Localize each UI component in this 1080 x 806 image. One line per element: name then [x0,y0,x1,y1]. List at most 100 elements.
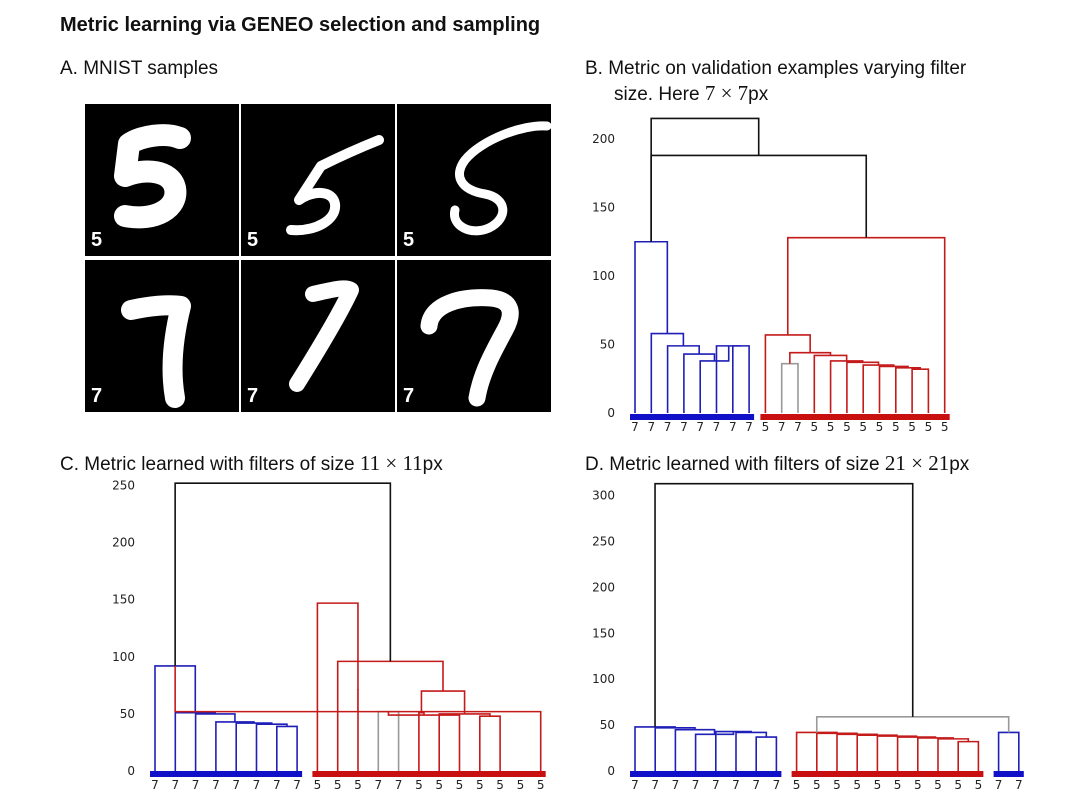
leaf-label: 7 [631,778,639,792]
dendrogram-link [174,482,392,666]
panel-c-title-math: 11 × 11 [359,451,423,475]
leaf-label: 7 [732,778,740,792]
mnist-sample-grid: 5 5 5 7 7 7 [85,104,551,412]
mnist-sample-5-bold: 5 [85,104,239,256]
leaf-label: 5 [810,420,818,434]
panel-d-title-suffix: px [949,454,970,475]
panel-d-title-prefix: D. Metric learned with filters of size [585,454,885,475]
dendrogram-link [650,117,760,242]
y-tick-label: 50 [600,718,615,732]
y-tick-label: 150 [112,593,135,607]
sample-label: 7 [91,385,103,407]
leaf-label: 7 [692,778,700,792]
leaf-label: 5 [853,778,861,792]
y-tick-label: 0 [127,764,135,778]
sample-label: 7 [403,385,415,407]
leaf-label: 7 [151,778,159,792]
leaf-label: 7 [778,420,786,434]
leaf-label: 7 [192,778,200,792]
leaf-label: 7 [253,778,261,792]
leaf-label: 7 [713,420,721,434]
dendrogram-link [654,482,914,727]
sample-label: 5 [247,229,259,251]
digit-seven-hook-glyph [420,289,519,407]
digit-seven-slant-glyph [289,280,359,392]
dendrogram-link [997,731,1020,771]
y-tick-label: 250 [592,535,615,549]
mnist-sample-5-thin: 5 [241,104,395,256]
mnist-sample-5-cursive: 5 [397,104,551,256]
sample-label: 7 [247,385,259,407]
leaf-label: 5 [859,420,867,434]
leaf-label: 7 [794,420,802,434]
y-tick-label: 100 [592,269,615,283]
leaf-label: 5 [354,778,362,792]
leaf-label: 5 [975,778,983,792]
digit-five-cursive-glyph [450,121,551,236]
panel-b-title: B. Metric on validation examples varying… [585,57,966,107]
leaf-label: 5 [793,778,801,792]
leaf-label: 7 [680,420,688,434]
leaf-label: 7 [293,778,301,792]
leaf-label: 7 [374,778,382,792]
leaf-label: 5 [892,420,900,434]
panel-c-title: C. Metric learned with filters of size 1… [60,451,443,477]
leaf-label: 5 [925,420,933,434]
leaf-label: 5 [334,778,342,792]
leaf-label: 5 [876,420,884,434]
leaf-label: 5 [914,778,922,792]
panel-b-title-suffix: px [748,84,769,105]
y-tick-label: 150 [592,201,615,215]
leaf-label: 5 [827,420,835,434]
panel-c-title-suffix: px [422,454,443,475]
y-tick-label: 0 [607,406,615,420]
digit-seven-short-glyph [121,295,191,408]
mnist-sample-7-short: 7 [85,260,239,412]
digit-five-bold-glyph [114,124,191,229]
y-tick-label: 50 [600,338,615,352]
dendrogram-link [815,716,1010,733]
dendrogram-link [735,731,768,771]
leaf-label: 5 [517,778,525,792]
dendrogram-link [316,602,359,771]
figure-title: Metric learning via GENEO selection and … [60,14,541,36]
y-tick-label: 200 [592,580,615,594]
y-tick-label: 200 [592,132,615,146]
y-tick-label: 200 [112,536,135,550]
leaf-label: 5 [813,778,821,792]
panel-d-title-math: 21 × 21 [884,451,950,475]
leaf-label: 7 [752,778,760,792]
mnist-sample-7-slant: 7 [241,260,395,412]
y-tick-label: 100 [112,650,135,664]
leaf-label: 5 [435,778,443,792]
dendrogram-link [896,736,937,771]
panel-b-title-math: 7 × 7 [704,81,749,105]
leaf-label: 7 [631,420,639,434]
leaf-label: 7 [712,778,720,792]
panel-b-title-line1: B. Metric on validation examples varying… [585,58,967,79]
leaf-label: 5 [314,778,322,792]
y-tick-label: 300 [592,489,615,503]
leaf-label: 5 [894,778,902,792]
leaf-label: 5 [496,778,504,792]
dendrogram-link [755,736,778,771]
leaf-label: 7 [212,778,220,792]
y-tick-label: 250 [112,479,135,493]
panel-d-title: D. Metric learned with filters of size 2… [585,451,969,477]
leaf-label: 5 [762,420,770,434]
leaf-label: 7 [647,420,655,434]
dendrogram-link [937,738,970,771]
leaf-label: 5 [934,778,942,792]
mnist-sample-7-hook: 7 [397,260,551,412]
leaf-label: 7 [696,420,704,434]
leaf-label: 5 [456,778,464,792]
leaf-label: 7 [729,420,737,434]
panel-a-title: A. MNIST samples [60,58,219,79]
y-tick-label: 150 [592,626,615,640]
dendrogram-link [957,740,980,771]
dendrogram-link [715,730,752,771]
dendrogram-link [917,737,954,771]
panel-c-title-prefix: C. Metric learned with filters of size [60,454,360,475]
